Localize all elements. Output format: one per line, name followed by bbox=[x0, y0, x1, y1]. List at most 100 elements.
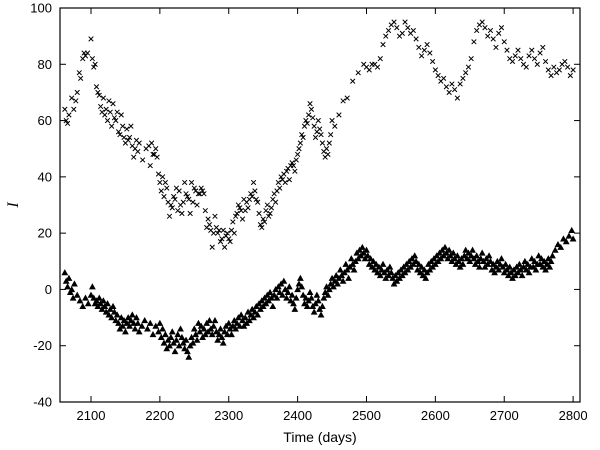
cross-point bbox=[317, 126, 323, 132]
triangle-point bbox=[339, 277, 347, 284]
triangle-point bbox=[269, 302, 277, 310]
cross-point bbox=[293, 157, 299, 163]
triangle-point bbox=[128, 311, 136, 318]
cross-point bbox=[201, 191, 207, 197]
y-tick-label: 0 bbox=[45, 282, 52, 297]
triangle-point bbox=[546, 263, 554, 270]
cross-point bbox=[113, 117, 119, 124]
cross-point bbox=[429, 58, 436, 65]
triangle-point bbox=[133, 314, 140, 321]
cross-point bbox=[158, 188, 164, 194]
triangle-point bbox=[325, 286, 333, 293]
triangle-point bbox=[535, 252, 543, 259]
triangle-point bbox=[115, 319, 122, 326]
cross-point bbox=[125, 137, 131, 143]
triangle-point bbox=[68, 286, 76, 293]
triangle-point bbox=[469, 246, 476, 253]
triangle-point bbox=[565, 232, 573, 239]
cross-point bbox=[534, 61, 540, 67]
triangle-point bbox=[525, 269, 533, 276]
cross-point bbox=[215, 230, 221, 236]
cross-point bbox=[468, 56, 474, 62]
cross-point bbox=[176, 188, 182, 194]
triangle-point bbox=[493, 257, 501, 265]
triangle-point bbox=[345, 274, 352, 281]
cross-point bbox=[250, 179, 257, 186]
cross-point bbox=[73, 98, 79, 104]
cross-point bbox=[180, 199, 186, 205]
cross-point bbox=[191, 185, 197, 191]
cross-point bbox=[402, 19, 408, 25]
cross-point bbox=[264, 202, 270, 208]
triangle-point bbox=[386, 263, 394, 270]
triangle-point bbox=[247, 311, 255, 318]
cross-point bbox=[460, 75, 466, 82]
triangle-point bbox=[196, 328, 204, 335]
triangle-point bbox=[371, 266, 379, 273]
cross-point bbox=[383, 33, 389, 39]
triangle-point bbox=[292, 294, 300, 301]
triangle-point bbox=[131, 325, 139, 332]
triangle-point bbox=[126, 322, 133, 329]
triangle-point bbox=[539, 263, 547, 270]
triangle-point bbox=[87, 291, 95, 298]
triangle-point bbox=[368, 263, 376, 270]
cross-point bbox=[91, 64, 97, 70]
triangle-point bbox=[229, 322, 237, 329]
triangle-point bbox=[82, 294, 89, 301]
triangle-point bbox=[105, 311, 113, 318]
triangle-point bbox=[321, 288, 329, 295]
triangle-point bbox=[208, 331, 216, 338]
cross-point bbox=[175, 207, 181, 214]
triangle-point bbox=[310, 308, 318, 315]
triangle-point bbox=[71, 280, 78, 287]
cross-point bbox=[205, 216, 211, 222]
cross-point bbox=[512, 53, 518, 59]
triangle-point bbox=[376, 271, 384, 279]
x-tick-label: 2200 bbox=[145, 408, 174, 423]
cross-point bbox=[166, 213, 173, 219]
cross-point bbox=[124, 126, 130, 132]
cross-point bbox=[336, 112, 342, 118]
cross-point bbox=[253, 196, 259, 203]
triangle-point bbox=[454, 252, 461, 259]
triangle-point bbox=[64, 283, 71, 290]
cross-point bbox=[114, 109, 120, 115]
cross-point bbox=[190, 199, 196, 205]
cross-point bbox=[391, 19, 397, 25]
triangle-point bbox=[342, 260, 350, 267]
cross-point bbox=[164, 185, 170, 191]
cross-point bbox=[259, 224, 265, 231]
triangle-point bbox=[160, 339, 168, 346]
cross-point bbox=[202, 207, 208, 214]
triangle-point bbox=[363, 246, 370, 253]
triangle-point bbox=[211, 316, 219, 324]
cross-point bbox=[432, 67, 439, 73]
cross-point bbox=[206, 222, 213, 228]
triangle-point bbox=[372, 260, 380, 267]
cross-point bbox=[88, 36, 94, 42]
triangle-point bbox=[210, 322, 217, 329]
triangle-point bbox=[95, 294, 103, 301]
triangle-point bbox=[157, 333, 165, 340]
triangle-point bbox=[466, 257, 474, 265]
triangle-point bbox=[246, 316, 253, 324]
cross-point bbox=[299, 131, 305, 138]
triangle-point bbox=[111, 308, 118, 315]
triangle-point bbox=[254, 311, 262, 318]
triangle-point bbox=[529, 263, 537, 270]
cross-point bbox=[446, 89, 452, 96]
triangle-point bbox=[185, 353, 193, 360]
cross-point bbox=[474, 27, 480, 34]
triangle-point bbox=[327, 280, 335, 287]
cross-point bbox=[263, 207, 269, 214]
triangle-point bbox=[76, 297, 84, 304]
cross-point bbox=[418, 53, 425, 59]
cross-point bbox=[255, 199, 261, 205]
triangle-point bbox=[568, 226, 576, 234]
cross-point bbox=[564, 64, 571, 70]
triangle-point bbox=[285, 283, 293, 290]
cross-point bbox=[238, 207, 244, 214]
cross-point bbox=[523, 64, 529, 70]
